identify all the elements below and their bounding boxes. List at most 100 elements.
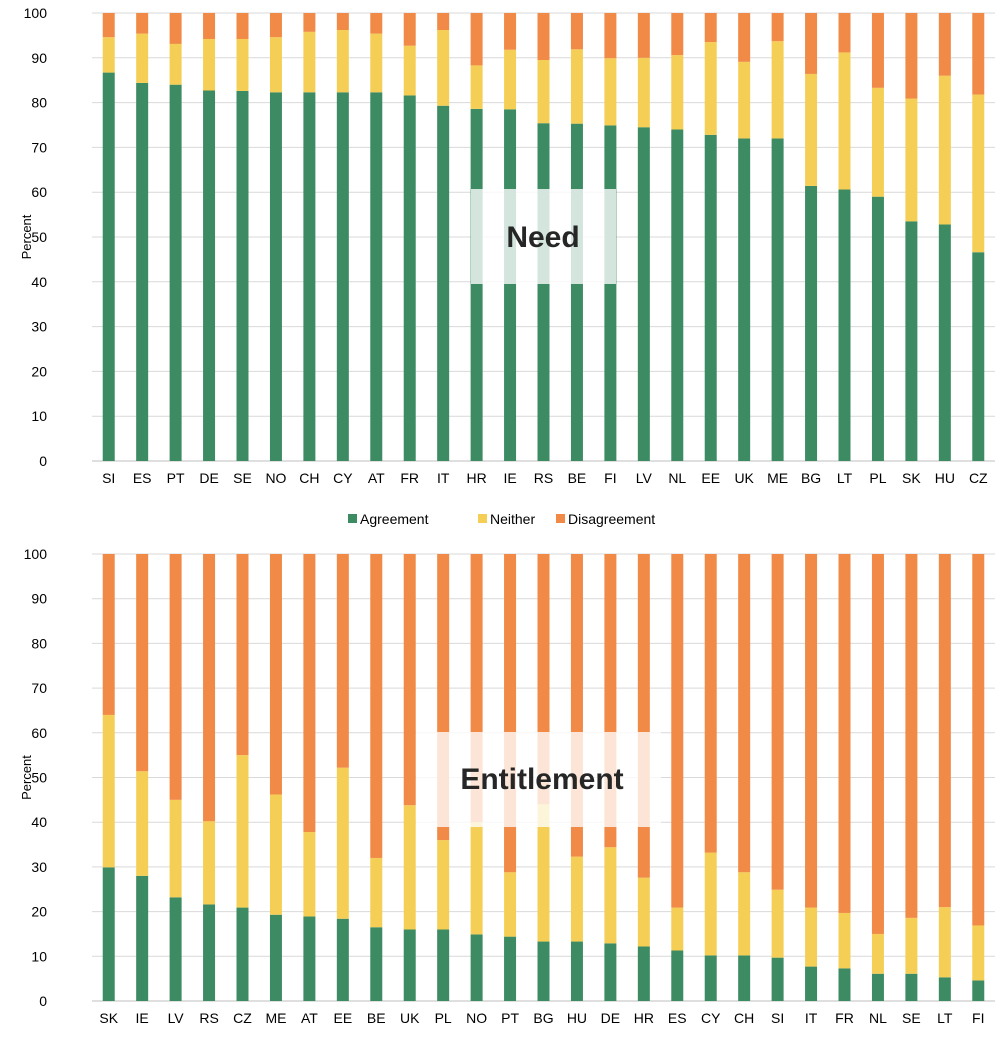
bar-agreement-nl bbox=[671, 129, 684, 462]
bar-agreement-uk bbox=[738, 138, 751, 461]
x-tick-label: LT bbox=[837, 470, 853, 486]
bar-neither-ie bbox=[136, 771, 149, 876]
bar-agreement-es bbox=[136, 82, 149, 461]
bar-disagreement-be bbox=[370, 554, 383, 858]
y-tick-label: 10 bbox=[31, 408, 47, 424]
bar-agreement-it bbox=[437, 105, 450, 462]
bar-neither-sk bbox=[102, 714, 115, 868]
bar-disagreement-lt bbox=[938, 554, 951, 908]
bar-neither-hu bbox=[938, 75, 951, 225]
x-tick-label: ES bbox=[133, 470, 152, 486]
bar-neither-ie bbox=[504, 49, 517, 110]
bar-agreement-de bbox=[604, 943, 617, 1001]
bar-agreement-pt bbox=[169, 84, 182, 462]
x-tick-label: IT bbox=[437, 470, 450, 486]
bar-neither-lt bbox=[938, 907, 951, 978]
bar-disagreement-bg bbox=[805, 13, 818, 74]
bar-neither-es bbox=[671, 907, 684, 951]
bar-disagreement-pl bbox=[871, 13, 884, 88]
x-tick-label: BG bbox=[801, 470, 821, 486]
bar-neither-no bbox=[470, 822, 483, 935]
bar-neither-sk bbox=[905, 98, 918, 222]
bar-disagreement-fr bbox=[838, 554, 851, 913]
bar-disagreement-at bbox=[370, 13, 383, 34]
bar-disagreement-uk bbox=[403, 554, 416, 806]
bar-neither-me bbox=[269, 794, 282, 915]
bar-agreement-lt bbox=[938, 977, 951, 1001]
x-tick-label: IE bbox=[503, 470, 516, 486]
bar-neither-lt bbox=[838, 52, 851, 190]
bar-neither-fr bbox=[838, 912, 851, 969]
bar-agreement-se bbox=[905, 973, 918, 1001]
bar-agreement-pl bbox=[871, 196, 884, 461]
bar-disagreement-hu bbox=[938, 13, 951, 76]
y-tick-label: 100 bbox=[24, 5, 48, 21]
bar-agreement-fi bbox=[972, 980, 985, 1001]
x-tick-label: CH bbox=[299, 470, 319, 486]
bar-disagreement-nl bbox=[671, 13, 684, 56]
y-tick-label: 70 bbox=[31, 139, 47, 155]
bar-agreement-ch bbox=[738, 955, 751, 1001]
bar-neither-se bbox=[905, 917, 918, 974]
bar-neither-cy bbox=[704, 852, 717, 956]
y-tick-label: 40 bbox=[31, 814, 47, 830]
y-tick-label: 0 bbox=[39, 453, 47, 469]
bar-disagreement-me bbox=[771, 13, 784, 42]
bar-neither-it bbox=[437, 30, 450, 106]
bar-agreement-uk bbox=[403, 929, 416, 1001]
bar-neither-cz bbox=[972, 94, 985, 253]
bar-disagreement-fi bbox=[972, 554, 985, 926]
bar-agreement-pl bbox=[437, 929, 450, 1001]
y-tick-label: 30 bbox=[31, 319, 47, 335]
y-tick-label: 90 bbox=[31, 591, 47, 607]
bar-agreement-it bbox=[805, 966, 818, 1001]
legend-label-disagreement: Disagreement bbox=[568, 511, 655, 527]
bar-neither-cz bbox=[236, 755, 249, 908]
x-tick-label: DE bbox=[601, 1010, 620, 1026]
bar-neither-no bbox=[269, 37, 282, 93]
bar-agreement-es bbox=[671, 950, 684, 1001]
bar-agreement-cz bbox=[236, 907, 249, 1001]
y-tick-label: 20 bbox=[31, 363, 47, 379]
bar-disagreement-cy bbox=[336, 13, 349, 31]
x-tick-label: PL bbox=[435, 1010, 452, 1026]
bar-neither-bg bbox=[805, 73, 818, 186]
x-tick-label: AT bbox=[301, 1010, 318, 1026]
bar-disagreement-lt bbox=[838, 13, 851, 53]
overlay-box bbox=[416, 732, 661, 827]
bar-agreement-at bbox=[303, 916, 316, 1001]
y-tick-label: 50 bbox=[31, 770, 47, 786]
bar-agreement-rs bbox=[203, 904, 216, 1001]
bar-disagreement-no bbox=[269, 13, 282, 38]
x-tick-label: AT bbox=[368, 470, 385, 486]
bar-neither-be bbox=[570, 49, 583, 124]
x-tick-label: CY bbox=[701, 1010, 721, 1026]
bar-neither-se bbox=[236, 38, 249, 91]
x-tick-label: SI bbox=[102, 470, 115, 486]
x-tick-label: BG bbox=[533, 1010, 553, 1026]
bar-neither-fi bbox=[604, 58, 617, 126]
bar-neither-rs bbox=[537, 60, 550, 124]
bar-disagreement-at bbox=[303, 554, 316, 833]
x-tick-label: PT bbox=[167, 470, 185, 486]
bar-agreement-lv bbox=[169, 897, 182, 1001]
bar-disagreement-ee bbox=[336, 554, 349, 768]
x-tick-label: CZ bbox=[233, 1010, 252, 1026]
bar-disagreement-ch bbox=[738, 554, 751, 873]
bar-agreement-cy bbox=[704, 955, 717, 1001]
bar-agreement-be bbox=[570, 123, 583, 461]
legend-swatch-agreement bbox=[348, 514, 357, 523]
x-tick-label: HR bbox=[634, 1010, 654, 1026]
bar-agreement-de bbox=[203, 90, 216, 461]
bar-disagreement-es bbox=[136, 13, 149, 34]
bar-neither-ch bbox=[738, 872, 751, 956]
bar-neither-nl bbox=[871, 933, 884, 974]
x-tick-label: ES bbox=[668, 1010, 687, 1026]
bar-agreement-ee bbox=[704, 134, 717, 461]
bar-agreement-no bbox=[269, 92, 282, 462]
bar-neither-cy bbox=[336, 30, 349, 93]
bar-disagreement-hr bbox=[637, 554, 650, 878]
legend-label-agreement: Agreement bbox=[360, 511, 429, 527]
